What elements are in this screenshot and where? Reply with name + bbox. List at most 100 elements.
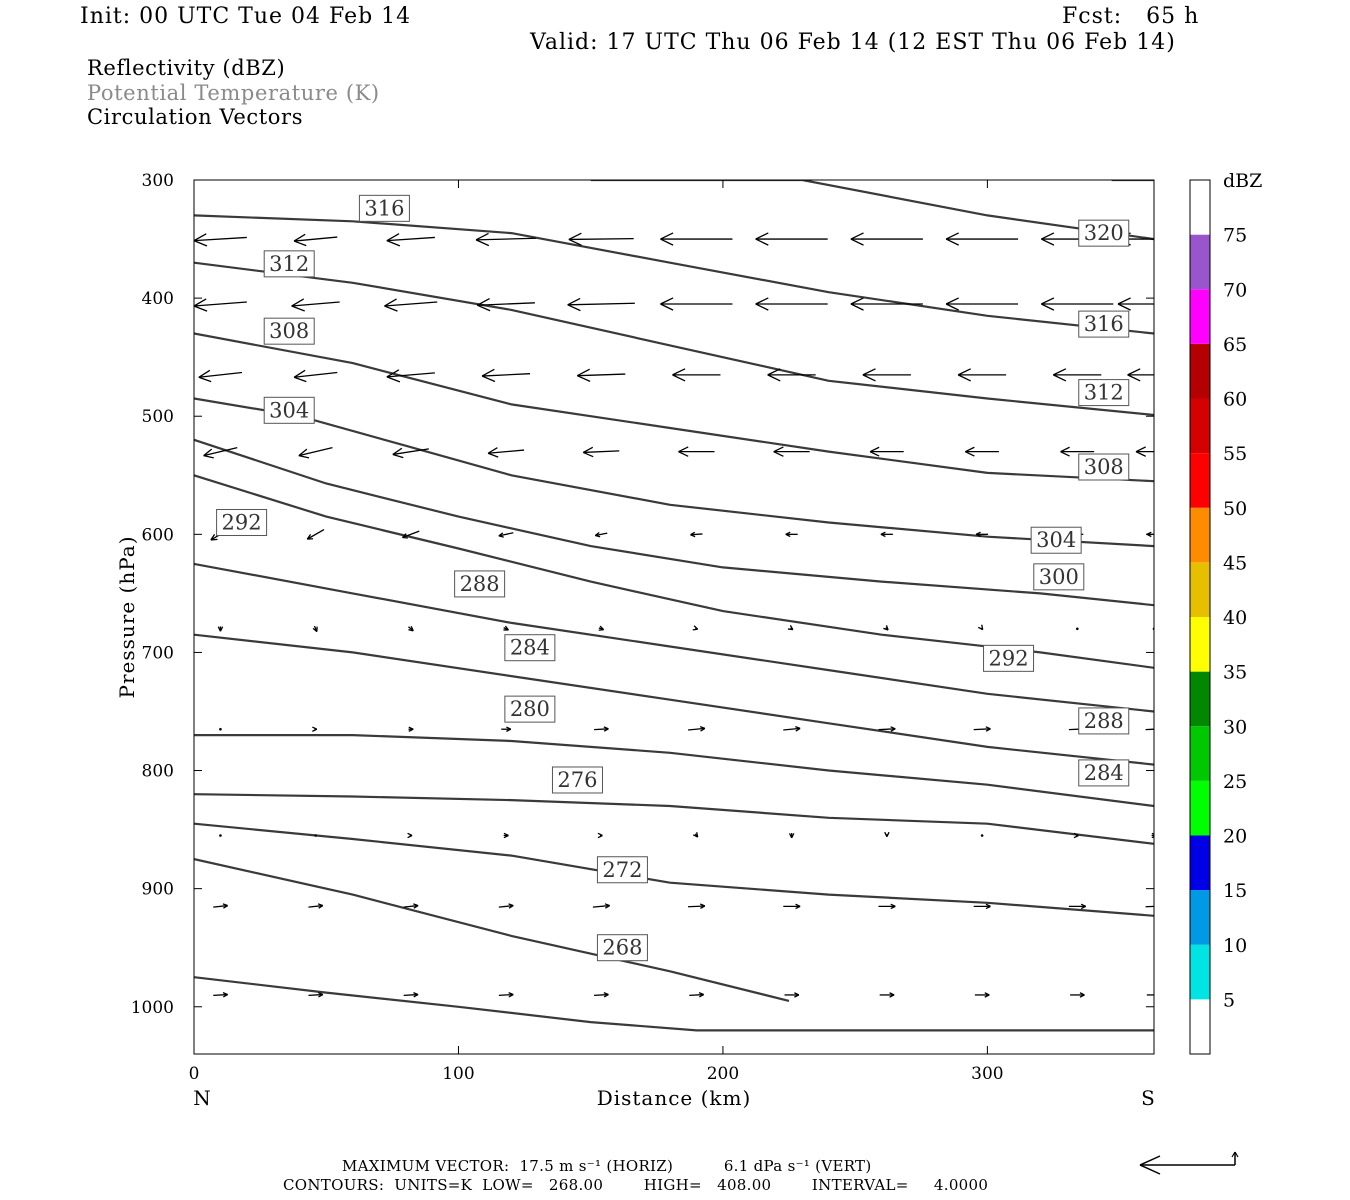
- vector-head: [850, 303, 864, 311]
- vector-dot: [219, 834, 222, 837]
- circulation-vector: [879, 992, 895, 998]
- circulation-vector: [1070, 992, 1085, 998]
- vector-head: [407, 834, 413, 839]
- vector-head: [869, 446, 880, 453]
- contour-label-box: [596, 856, 648, 884]
- vector-head: [413, 992, 419, 996]
- contour-label-272: 272: [596, 856, 648, 884]
- circulation-vector: [850, 297, 923, 311]
- vector-head: [392, 453, 404, 459]
- contour-label-312: 312: [1078, 379, 1130, 407]
- circulation-vector: [386, 369, 435, 383]
- contour-label-box: [504, 695, 556, 723]
- circulation-vector: [975, 531, 989, 538]
- circulation-vector: [487, 447, 525, 458]
- vector-head: [1157, 995, 1162, 997]
- vector-shaft: [689, 993, 704, 996]
- vector-head: [413, 905, 419, 909]
- vector-shaft: [482, 373, 531, 377]
- colorbar-tick-label: 65: [1223, 334, 1247, 356]
- circulation-vector: [503, 832, 509, 839]
- colorbar-segment: [1190, 180, 1210, 235]
- contour-label-text: 292: [222, 511, 262, 535]
- circulation-vector: [1151, 832, 1154, 839]
- vector-head: [386, 233, 400, 242]
- max-vector-note: MAXIMUM VECTOR: 17.5 m s⁻¹ (HORIZ) 6.1 d…: [342, 1157, 872, 1175]
- vector-head: [312, 728, 318, 732]
- contour-label-320: 320: [1078, 219, 1130, 247]
- circulation-vector: [481, 368, 531, 383]
- vector-head: [787, 628, 793, 631]
- isentrope-276: [194, 793, 1154, 845]
- vector-head: [1080, 903, 1086, 907]
- circulation-vector: [880, 531, 893, 538]
- x-end-label-north: N: [193, 1086, 211, 1110]
- vector-head: [318, 905, 324, 909]
- vector-head: [1041, 232, 1055, 240]
- vector-head: [603, 726, 609, 730]
- vector-head: [219, 626, 224, 632]
- circulation-vector: [392, 447, 429, 459]
- vector-head: [1073, 832, 1079, 837]
- vector-head: [317, 903, 324, 907]
- vector-head: [597, 832, 603, 837]
- vector-head: [568, 232, 582, 241]
- vector-head: [477, 304, 491, 312]
- circulation-vector: [217, 626, 224, 632]
- circulation-vector: [688, 726, 706, 732]
- circulation-vector: [1145, 727, 1163, 731]
- circulation-vector: [1127, 368, 1154, 382]
- colorbar-frame: [1189, 179, 1211, 1055]
- vector-head: [603, 992, 609, 996]
- vector-head: [984, 992, 990, 996]
- vector-shaft: [291, 301, 340, 307]
- colorbar-tick-label: 20: [1223, 826, 1247, 848]
- valid-time: Valid: 17 UTC Thu 06 Feb 14 (12 EST Thu …: [530, 30, 1176, 55]
- colorbar-tick-label: 55: [1223, 443, 1247, 465]
- vector-head: [293, 233, 306, 242]
- vector-head: [755, 232, 769, 240]
- vector-shaft: [403, 993, 419, 996]
- circulation-vector: [1073, 832, 1079, 839]
- vector-head: [1135, 446, 1147, 453]
- vector-head: [965, 451, 975, 457]
- colorbar-tick-label: 10: [1223, 935, 1247, 957]
- vector-shaft: [392, 448, 429, 456]
- vector-head: [945, 238, 959, 246]
- vector-head: [1080, 905, 1086, 910]
- vector-head: [884, 831, 888, 837]
- vector-head: [410, 625, 414, 632]
- circulation-vector: [773, 446, 810, 457]
- vector-head: [1060, 451, 1070, 457]
- circulation-vector: [689, 992, 704, 998]
- circulation-vector: [597, 832, 603, 839]
- circulation-vector: [308, 992, 324, 998]
- vector-head: [795, 905, 801, 910]
- contour-label-box: [1030, 526, 1082, 554]
- isentrope-284: [194, 633, 1154, 766]
- vector-shaft: [203, 447, 238, 457]
- vector-head: [1041, 297, 1055, 305]
- contour-info: CONTOURS: UNITS=K LOW= 268.00 HIGH= 408.…: [283, 1176, 989, 1194]
- vector-dot: [219, 727, 222, 731]
- vector-head: [317, 992, 324, 996]
- isentrope-312: [194, 261, 1154, 417]
- circulation-vector: [974, 992, 990, 998]
- vector-head: [1158, 727, 1163, 729]
- contour-label-304: 304: [263, 396, 315, 424]
- vector-shaft: [594, 728, 609, 731]
- circulation-vector: [401, 530, 420, 539]
- contour-label-316: 316: [1078, 310, 1130, 338]
- isentrope-300: [194, 438, 1154, 607]
- circulation-vector: [592, 903, 611, 909]
- contour-label-288: 288: [1078, 707, 1130, 735]
- vector-head: [475, 239, 490, 247]
- contour-label-text: 292: [988, 646, 1028, 670]
- vector-head: [198, 369, 211, 378]
- vector-head: [984, 994, 990, 998]
- y-tick-label: 400: [142, 289, 174, 309]
- vector-head: [791, 833, 795, 839]
- contour-label-box: [1078, 759, 1130, 787]
- isentrope-268: [194, 976, 1154, 1032]
- y-tick-label: 800: [142, 762, 174, 782]
